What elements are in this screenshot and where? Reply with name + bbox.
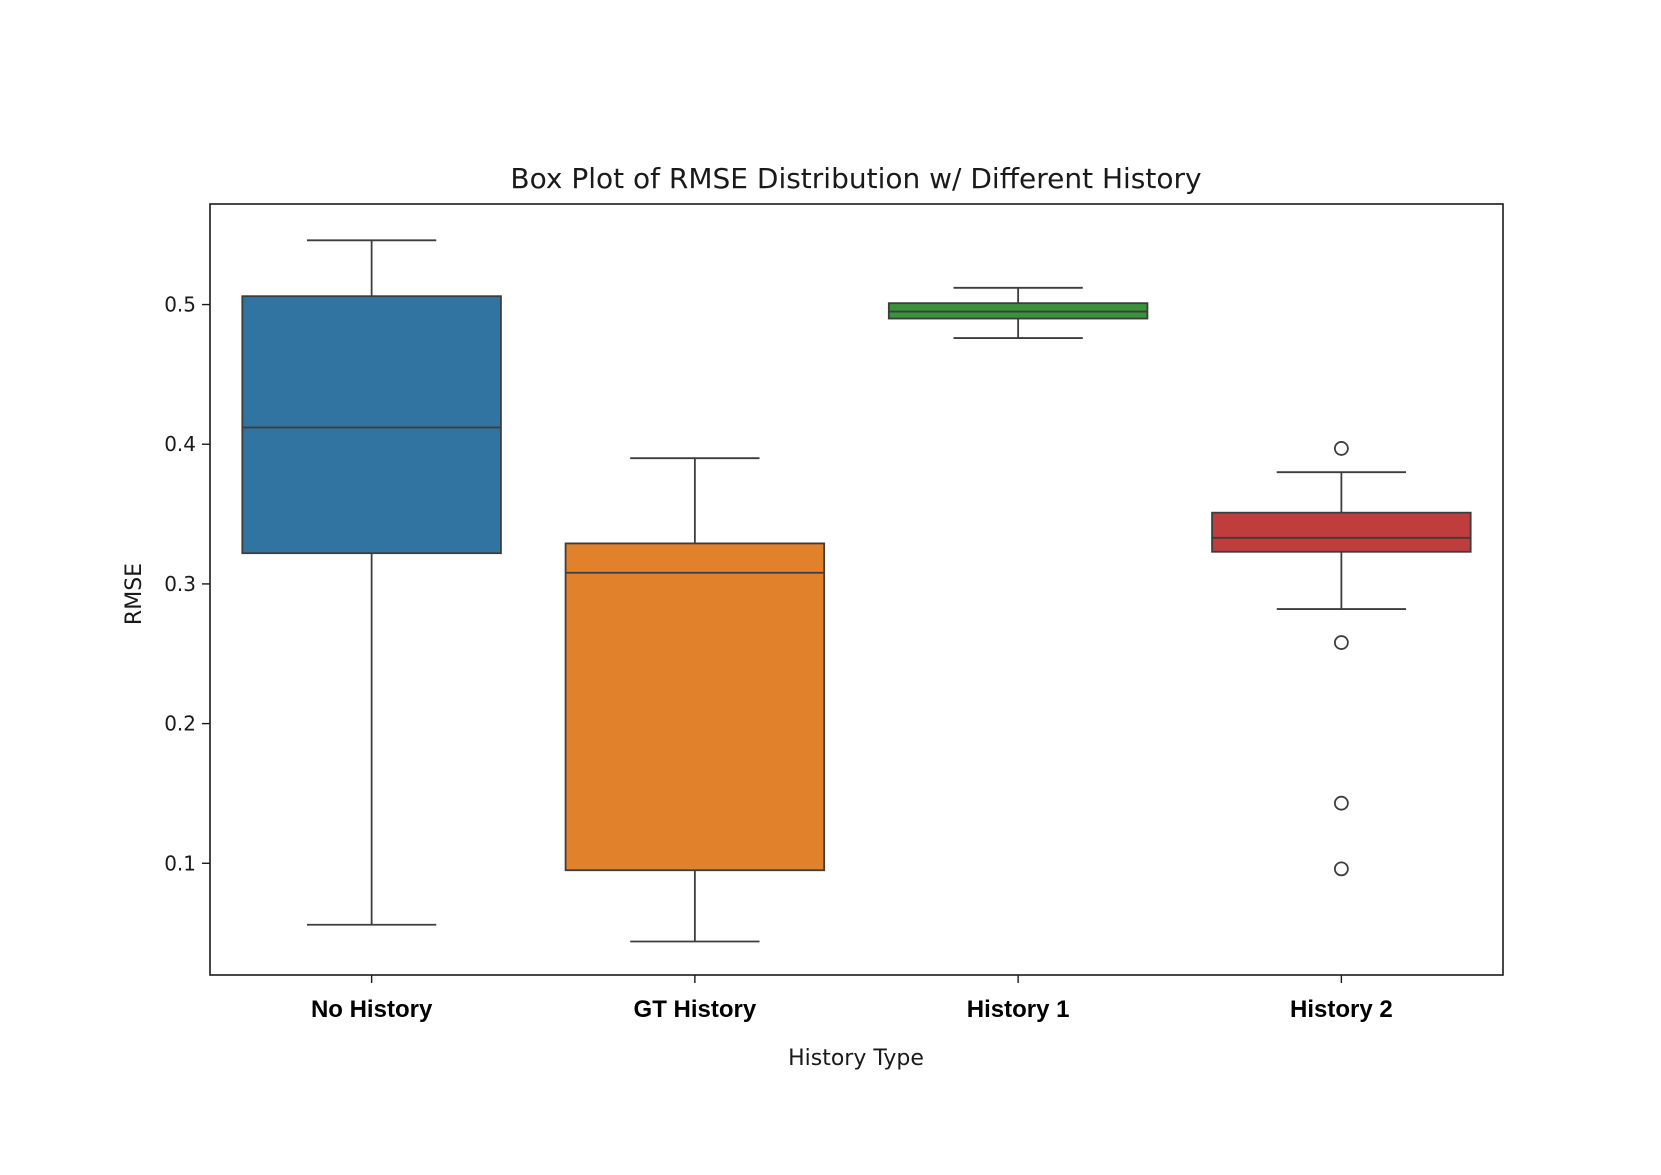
box-iqr [564, 542, 826, 872]
outlier-point [1333, 861, 1349, 877]
outlier-point [1333, 795, 1349, 811]
y-tick-label: 0.1 [164, 851, 196, 875]
outlier-point [1333, 441, 1349, 456]
y-axis-label: RMSE [122, 563, 147, 625]
y-tick-label: 0.3 [164, 572, 196, 596]
x-tick-label: No History [311, 996, 433, 1023]
x-tick-label: GT History [634, 996, 757, 1023]
box-gt-history [564, 457, 826, 943]
plot-frame [209, 203, 1504, 976]
x-axis: No History GT History History 1 History 2 [311, 975, 1393, 1023]
x-tick-label: History 2 [1290, 996, 1393, 1023]
box-history-1 [887, 286, 1149, 339]
chart-title: Box Plot of RMSE Distribution w/ Differe… [510, 162, 1201, 195]
y-axis: 0.1 0.2 0.3 0.4 0.5 [164, 293, 210, 875]
y-tick-label: 0.4 [164, 432, 196, 456]
plot-area [241, 239, 1472, 943]
x-axis-label: History Type [788, 1046, 924, 1071]
box-iqr [1211, 511, 1472, 553]
box-no-history [241, 239, 502, 926]
y-tick-label: 0.2 [164, 712, 196, 736]
outlier-point [1333, 635, 1349, 650]
y-tick-label: 0.5 [164, 293, 196, 317]
x-tick-label: History 1 [967, 996, 1070, 1023]
box-iqr [241, 295, 502, 555]
box-history-2 [1211, 441, 1472, 877]
